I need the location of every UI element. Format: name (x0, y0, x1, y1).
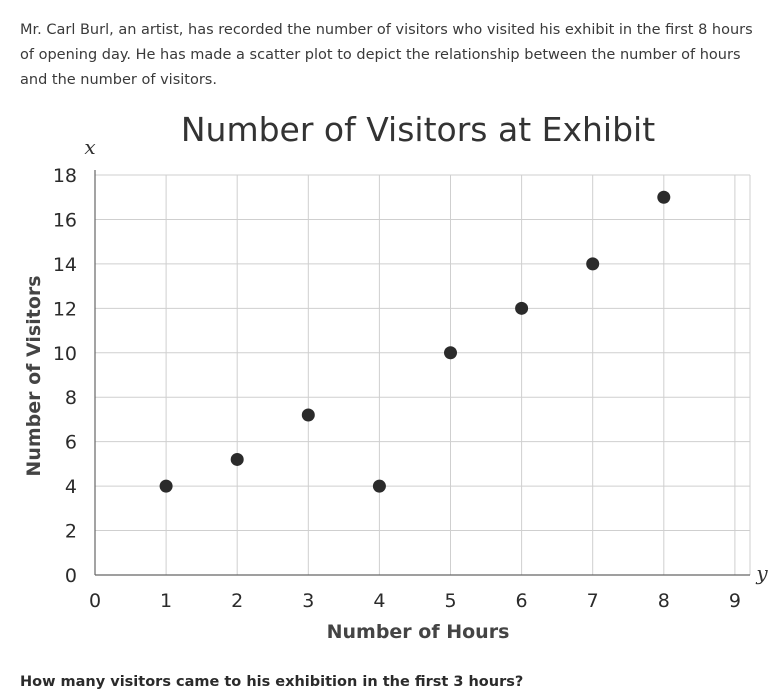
data-point (657, 190, 671, 204)
data-point (159, 479, 173, 493)
data-point (515, 301, 529, 315)
data-point (586, 257, 600, 271)
data-point (301, 408, 315, 422)
y-tick-label: 10 (53, 343, 77, 365)
x-tick-label: 9 (729, 590, 741, 612)
x-axis-label: Number of Hours (327, 621, 510, 643)
grid (95, 174, 751, 575)
data-points (159, 190, 671, 493)
y-tick-label: 0 (65, 565, 77, 587)
x-tick-label: 1 (160, 590, 172, 612)
y-axis-label: Number of Visitors (23, 275, 45, 476)
x-axis-variable: y (755, 561, 768, 585)
y-axis-variable: x (84, 135, 95, 159)
x-tick-label: 8 (658, 590, 670, 612)
x-tick-label: 6 (516, 590, 528, 612)
data-point (372, 479, 386, 493)
x-tick-label: 4 (373, 590, 385, 612)
chart-title: Number of Visitors at Exhibit (181, 110, 655, 149)
problem-intro: Mr. Carl Burl, an artist, has recorded t… (20, 22, 753, 88)
question-text: How many visitors came to his exhibition… (20, 674, 524, 690)
y-tick-label: 6 (65, 432, 77, 454)
y-tick-label: 18 (53, 165, 77, 187)
x-tick-label: 0 (89, 590, 101, 612)
y-tick-label: 8 (65, 387, 77, 409)
x-tick-label: 5 (444, 590, 456, 612)
y-tick-labels: 0 2 4 6 8 10 12 14 16 18 (53, 165, 77, 587)
x-tick-label: 3 (302, 590, 314, 612)
y-tick-label: 12 (53, 298, 77, 320)
x-tick-label: 2 (231, 590, 243, 612)
axes (94, 170, 750, 576)
x-tick-labels: 0 1 2 3 4 5 6 7 8 9 (89, 590, 741, 612)
y-tick-label: 16 (53, 209, 77, 231)
x-tick-label: 7 (587, 590, 599, 612)
y-tick-label: 2 (65, 521, 77, 543)
data-point (230, 452, 244, 466)
y-tick-label: 4 (65, 476, 77, 498)
data-point (444, 346, 457, 360)
y-tick-label: 14 (53, 254, 77, 276)
